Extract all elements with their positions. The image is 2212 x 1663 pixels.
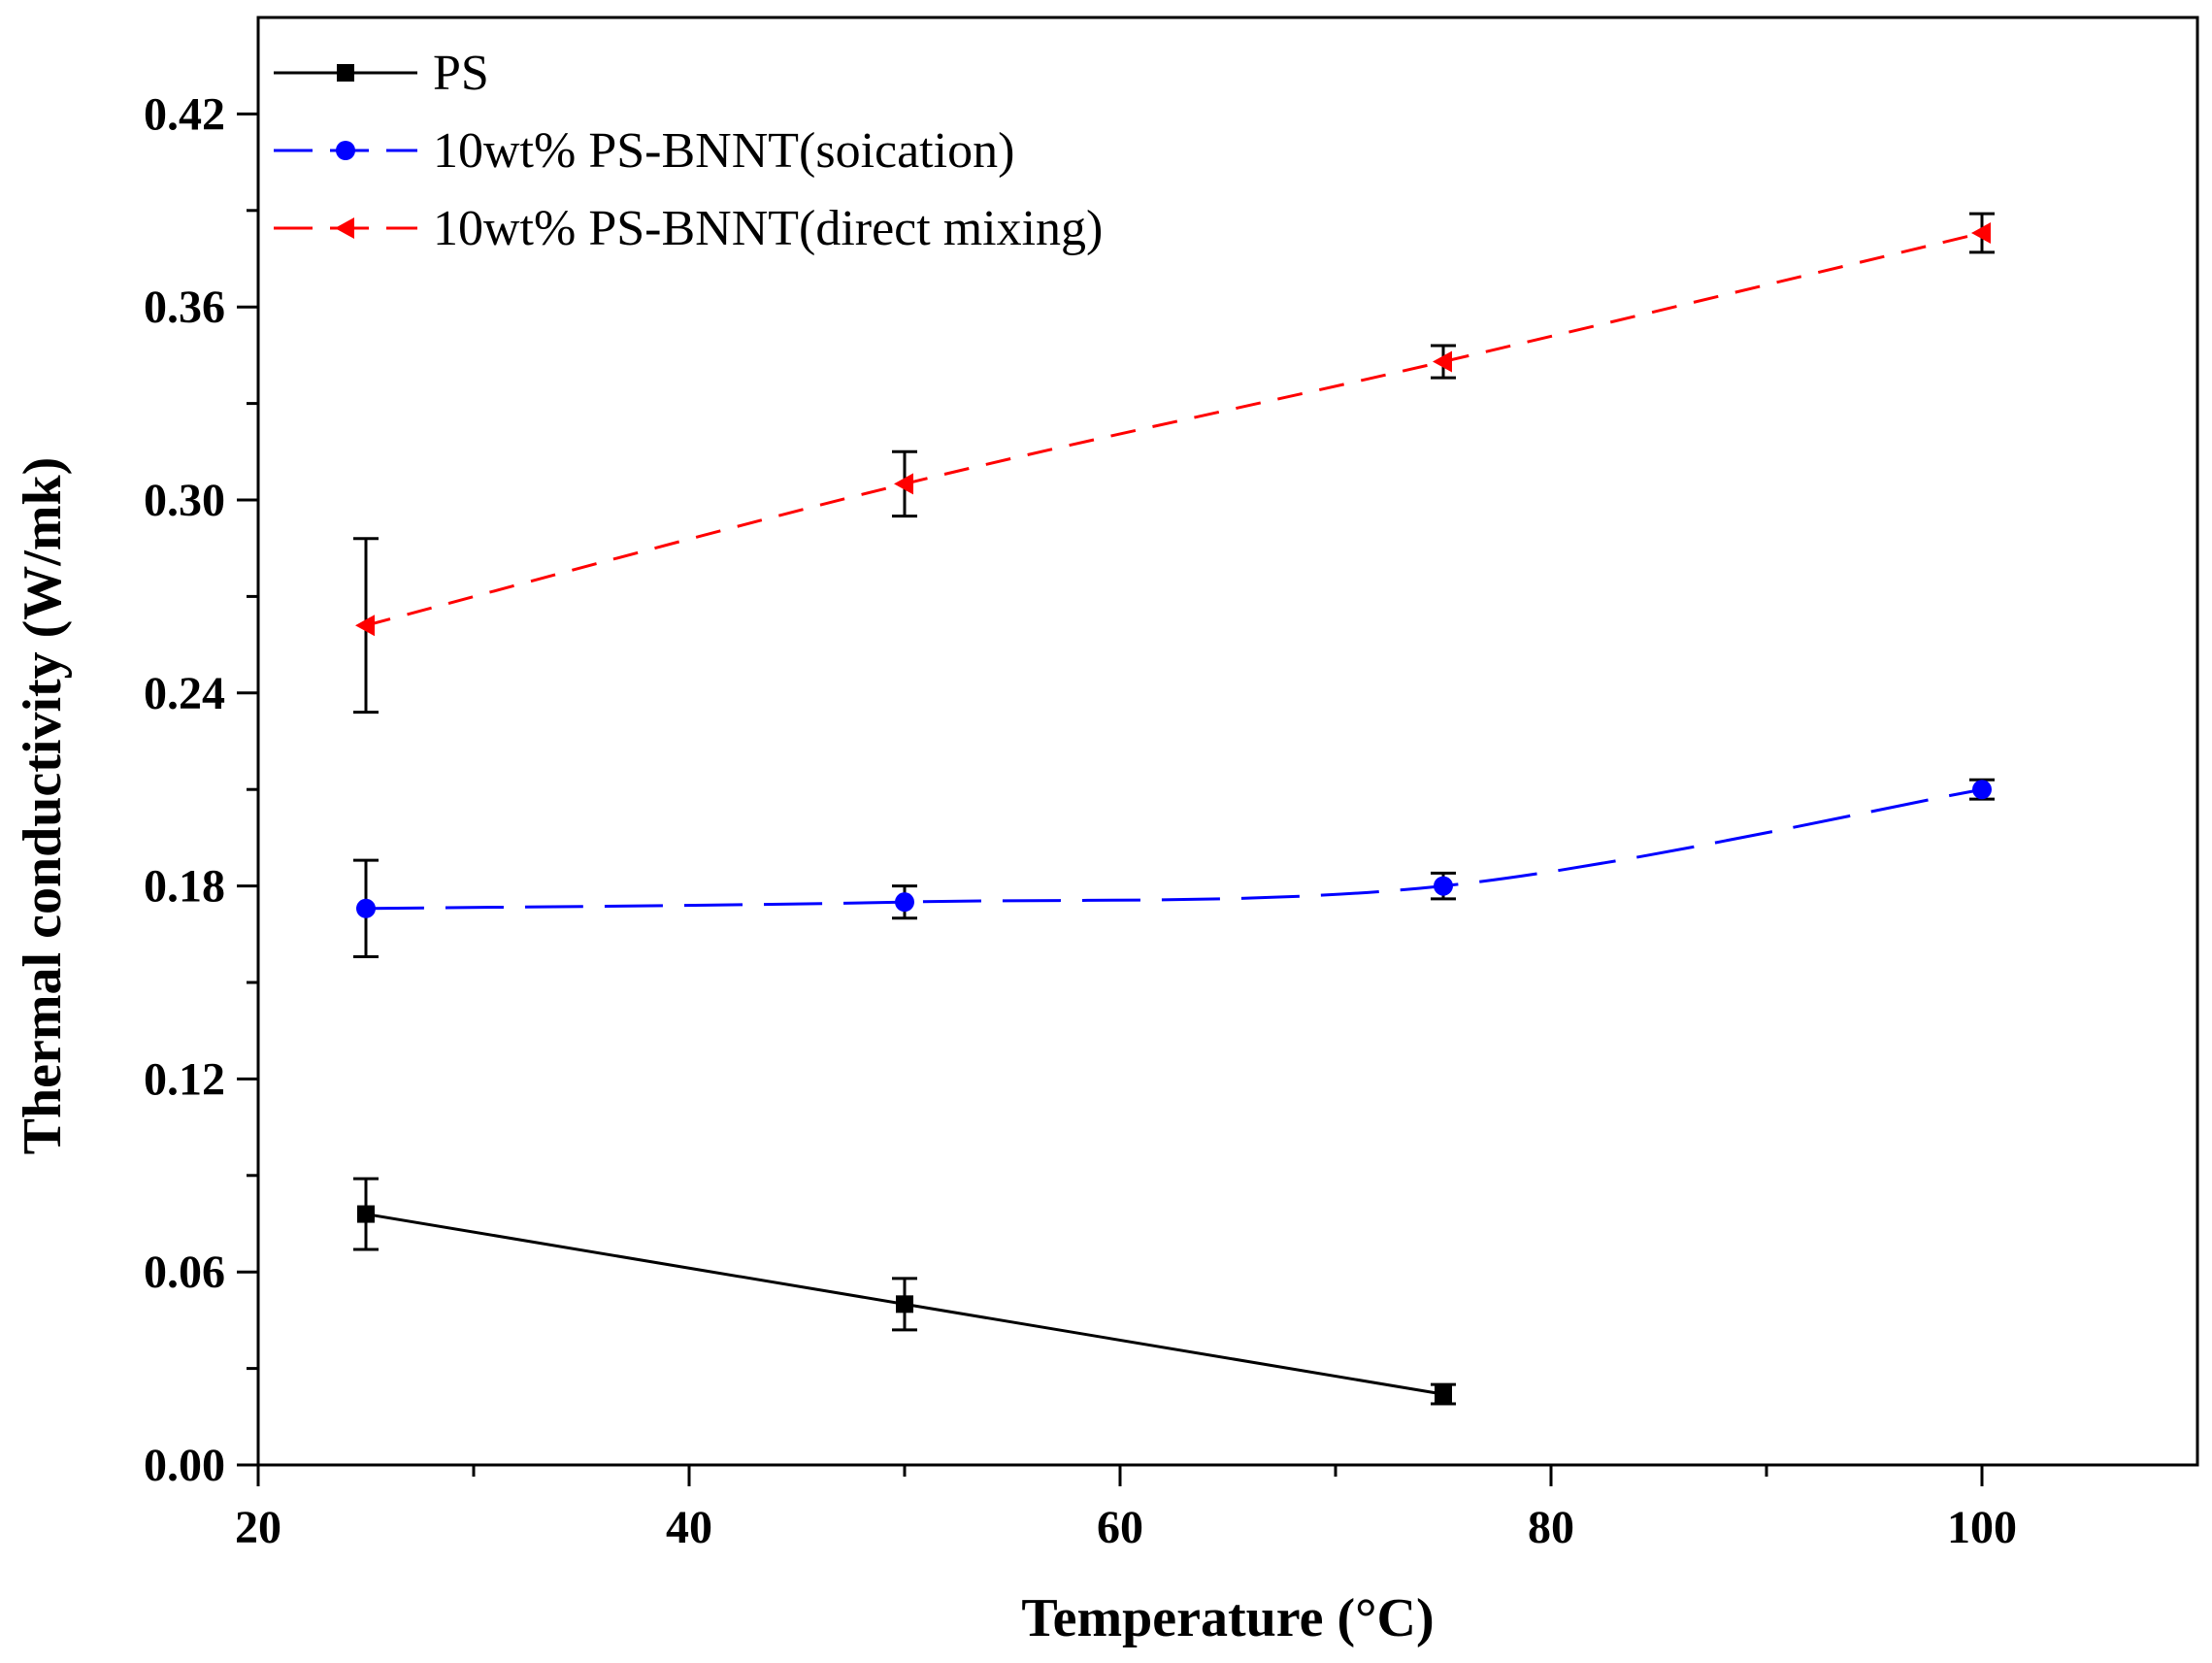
- data-point: [1972, 780, 1992, 800]
- y-tick-label: 0.12: [144, 1053, 225, 1105]
- axis-ticks: 20 40 60 80 100 0.00 0.06 0.12 0.18 0.24 0.30 0.36 0…: [144, 88, 2017, 1553]
- legend-item: 10wt% PS-BNNT(soication): [274, 123, 1014, 179]
- y-axis-title: Thermal conductivity (W/mk): [13, 457, 73, 1155]
- legend: PS 10wt% PS-BNNT(soication) 10wt% PS-BNNT(…: [274, 46, 1103, 256]
- legend-item: 10wt% PS-BNNT(direct mixing): [274, 201, 1103, 256]
- x-axis-title: Temperature (°C): [1021, 1588, 1434, 1648]
- data-point: [336, 141, 355, 160]
- data-point: [895, 892, 914, 913]
- series-line: [365, 787, 1983, 911]
- data-point: [356, 898, 376, 918]
- data-point: [355, 615, 375, 637]
- data-point: [894, 473, 913, 495]
- y-tick-label: 0.36: [144, 282, 225, 333]
- series: [353, 212, 1995, 715]
- x-tick-label: 100: [1947, 1502, 2017, 1553]
- x-tick-label: 20: [235, 1502, 281, 1553]
- data-point: [335, 217, 354, 239]
- series: [353, 1177, 1456, 1406]
- series: [353, 778, 1995, 958]
- y-tick-label: 0.18: [144, 861, 225, 913]
- data-point: [1433, 350, 1452, 373]
- series-layer: [353, 212, 1995, 1406]
- data-point: [1435, 1385, 1452, 1404]
- y-tick-label: 0.06: [144, 1247, 225, 1298]
- y-tick-label: 0.42: [144, 88, 225, 140]
- x-tick-label: 40: [666, 1502, 712, 1553]
- y-tick-label: 0.30: [144, 475, 225, 526]
- data-point: [1971, 221, 1991, 244]
- legend-label: 10wt% PS-BNNT(direct mixing): [433, 201, 1103, 256]
- y-tick-label: 0.24: [144, 668, 225, 719]
- legend-label: PS: [433, 46, 489, 101]
- data-point: [896, 1295, 913, 1314]
- x-tick-label: 60: [1097, 1502, 1143, 1553]
- y-tick-label: 0.00: [144, 1440, 225, 1491]
- data-point: [1434, 876, 1453, 896]
- data-point: [337, 64, 354, 82]
- x-tick-label: 80: [1528, 1502, 1574, 1553]
- legend-label: 10wt% PS-BNNT(soication): [433, 123, 1014, 179]
- legend-item: PS: [274, 46, 489, 101]
- data-point: [357, 1205, 375, 1223]
- series-line: [365, 231, 1983, 627]
- plot-frame: [256, 16, 2199, 1467]
